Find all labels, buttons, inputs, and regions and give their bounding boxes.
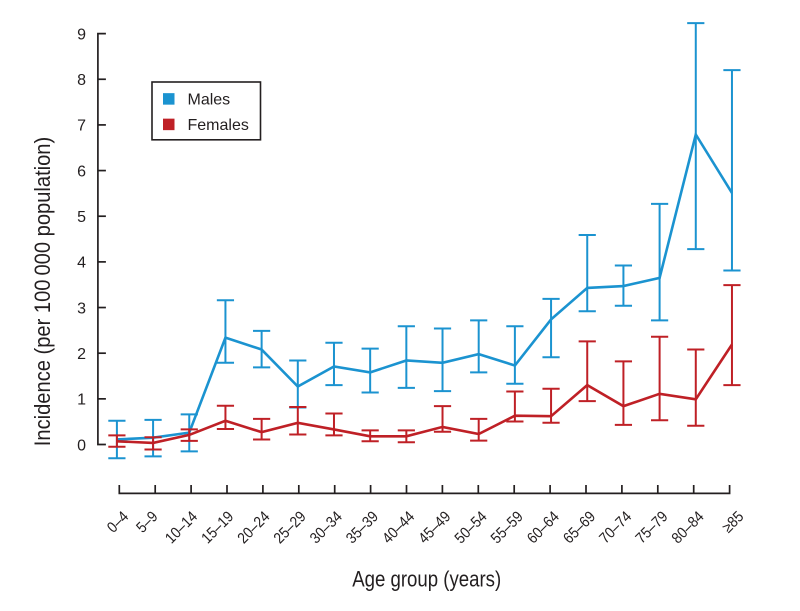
svg-text:4: 4 [77, 255, 86, 272]
svg-text:8: 8 [77, 72, 86, 89]
svg-text:0: 0 [77, 437, 86, 454]
svg-text:9: 9 [77, 26, 86, 43]
svg-text:Males: Males [188, 92, 231, 109]
svg-text:1: 1 [77, 392, 86, 409]
svg-text:7: 7 [77, 118, 86, 135]
svg-text:Age group (years): Age group (years) [352, 567, 501, 592]
svg-text:5: 5 [77, 209, 86, 226]
svg-text:2: 2 [77, 346, 86, 363]
svg-text:Females: Females [188, 117, 249, 134]
svg-text:3: 3 [77, 300, 86, 317]
svg-text:Incidence (per 100 000 populat: Incidence (per 100 000 population) [30, 137, 55, 446]
svg-text:6: 6 [77, 163, 86, 180]
